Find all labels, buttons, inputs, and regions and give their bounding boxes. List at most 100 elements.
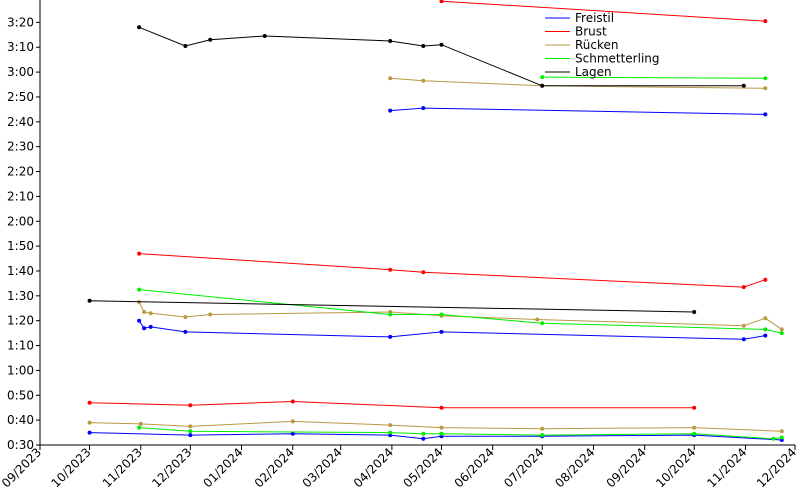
data-point — [188, 433, 193, 438]
x-tick-label: 11/2024 — [704, 445, 749, 490]
data-point — [183, 329, 188, 334]
data-point — [692, 310, 697, 314]
data-point — [540, 321, 545, 326]
data-point — [148, 311, 153, 316]
y-tick-label: 1:40 — [7, 264, 34, 278]
y-tick-label: 1:30 — [7, 289, 34, 303]
legend-label: Rücken — [575, 38, 619, 52]
y-tick-label: 2:10 — [7, 189, 34, 203]
data-point — [137, 425, 142, 430]
data-point — [87, 400, 92, 405]
data-point — [388, 312, 393, 317]
series-line — [89, 300, 695, 313]
data-point — [137, 251, 142, 256]
data-point — [779, 327, 784, 332]
y-tick-label: 3:00 — [7, 65, 34, 79]
data-point — [763, 327, 768, 332]
y-tick-label: 2:50 — [7, 90, 34, 104]
series-line — [542, 76, 766, 79]
data-point — [188, 429, 193, 434]
data-point — [763, 86, 768, 91]
legend-label: Freistil — [575, 11, 614, 25]
plot-area — [87, 0, 784, 442]
y-tick-label: 3:10 — [7, 40, 34, 54]
series-r-cken — [87, 76, 784, 434]
data-point — [779, 429, 784, 434]
data-point — [421, 106, 426, 111]
x-tick-label: 11/2023 — [100, 445, 145, 490]
y-tick-label: 1:00 — [7, 363, 34, 377]
data-point — [763, 316, 768, 321]
data-point — [779, 331, 784, 336]
data-point — [439, 405, 444, 410]
data-point — [692, 405, 697, 410]
data-point — [439, 42, 444, 47]
data-point — [138, 421, 143, 426]
series-line — [139, 253, 766, 288]
legend-label: Lagen — [575, 65, 612, 79]
y-tick-label: 1:20 — [7, 314, 34, 328]
data-point — [137, 318, 142, 323]
data-point — [183, 44, 188, 48]
data-point — [771, 436, 776, 441]
data-point — [148, 324, 153, 329]
data-point — [208, 312, 213, 317]
data-point — [388, 108, 393, 113]
data-point — [388, 267, 393, 272]
x-tick-label: 01/2024 — [201, 445, 246, 490]
data-point — [137, 25, 142, 30]
data-point — [208, 37, 213, 42]
series-line — [441, 0, 766, 22]
data-point — [439, 431, 444, 436]
series-freistil — [87, 106, 784, 442]
series-line — [390, 107, 766, 115]
x-tick-label: 06/2024 — [452, 445, 497, 490]
x-tick-label: 07/2024 — [501, 445, 546, 490]
x-tick-label: 09/2024 — [604, 445, 649, 490]
data-point — [388, 423, 393, 428]
data-point — [421, 270, 426, 275]
data-point — [290, 419, 295, 424]
data-point — [763, 19, 768, 24]
x-tick-label: 03/2024 — [300, 445, 345, 490]
data-point — [439, 312, 444, 317]
series-line — [139, 289, 782, 334]
series-lagen — [87, 25, 746, 314]
data-point — [741, 323, 746, 328]
x-tick-label: 05/2024 — [400, 445, 445, 490]
x-tick-label: 12/2023 — [149, 445, 194, 490]
data-point — [763, 277, 768, 282]
data-point — [290, 431, 295, 436]
axes: 0:30 0:40 0:50 1:00 1:10 1:20 1:30 1:40 1:50 2:00… — [0, 0, 799, 490]
data-point — [540, 433, 545, 438]
data-point — [87, 420, 92, 425]
series-brust — [87, 0, 768, 410]
y-tick-label: 0:50 — [7, 388, 34, 402]
data-point — [142, 326, 147, 331]
data-point — [439, 329, 444, 334]
data-point — [142, 310, 147, 314]
x-tick-label: 02/2024 — [252, 445, 297, 490]
x-tick-label: 10/2024 — [653, 445, 698, 490]
data-point — [87, 298, 92, 303]
y-tick-label: 2:20 — [7, 165, 34, 179]
data-point — [779, 435, 784, 440]
data-point — [540, 83, 545, 88]
data-point — [439, 0, 444, 4]
data-point — [183, 315, 188, 319]
data-point — [540, 426, 545, 431]
data-point — [188, 424, 193, 429]
y-tick-label: 2:30 — [7, 140, 34, 154]
data-point — [741, 83, 746, 88]
y-tick-label: 3:20 — [7, 15, 34, 29]
data-point — [188, 403, 193, 408]
y-tick-label: 1:50 — [7, 239, 34, 253]
data-point — [388, 430, 393, 435]
data-point — [421, 436, 426, 441]
data-point — [388, 76, 393, 81]
data-point — [741, 337, 746, 342]
y-tick-label: 2:00 — [7, 214, 34, 228]
data-point — [290, 399, 295, 404]
